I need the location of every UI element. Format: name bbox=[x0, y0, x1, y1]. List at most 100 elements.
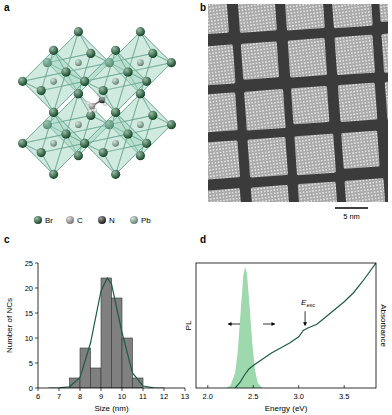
nanocrystals bbox=[208, 4, 388, 202]
pb-atom bbox=[50, 140, 57, 147]
legend-label: Pb bbox=[141, 216, 151, 225]
axis-line bbox=[38, 263, 39, 388]
y-tick-label: 20 bbox=[25, 284, 33, 293]
figure: aBrCNPbb5 nmc6789101112130510152025Size … bbox=[0, 0, 392, 415]
octahedron-face bbox=[85, 72, 128, 112]
octahedron-face bbox=[85, 81, 116, 112]
nanocrystal bbox=[208, 4, 229, 35]
x-tick bbox=[298, 385, 299, 388]
br-atom bbox=[18, 139, 27, 148]
x-tick-label: 13 bbox=[181, 392, 189, 401]
br-atom bbox=[111, 108, 120, 117]
plot-d bbox=[226, 263, 376, 388]
legend-label: N bbox=[109, 216, 115, 225]
br-atom bbox=[148, 111, 157, 120]
octahedron-face bbox=[23, 72, 66, 112]
br-atom bbox=[99, 86, 108, 95]
fit-line bbox=[49, 278, 165, 388]
x-tick-label: 7 bbox=[57, 392, 61, 401]
legend-swatch bbox=[130, 216, 138, 224]
br-atom bbox=[61, 67, 70, 76]
panel-label: b bbox=[200, 2, 206, 13]
y2-axis-label: Absorbance bbox=[379, 304, 388, 347]
scale-bar bbox=[335, 207, 368, 209]
br-atom bbox=[111, 46, 120, 55]
histogram-bar bbox=[122, 338, 133, 388]
br-atom bbox=[123, 129, 132, 138]
y-tick bbox=[35, 388, 38, 389]
crystal bbox=[18, 27, 176, 179]
y-tick bbox=[35, 313, 38, 314]
x-tick-label: 11 bbox=[139, 392, 147, 401]
legend-label: Br bbox=[45, 216, 53, 225]
br-atom bbox=[80, 139, 89, 148]
br-atom bbox=[61, 129, 70, 138]
x-tick-label: 3.5 bbox=[339, 392, 349, 401]
arrow-head bbox=[303, 322, 307, 326]
y-tick-label: 5 bbox=[29, 359, 33, 368]
nanocrystal bbox=[381, 31, 388, 73]
x-tick bbox=[164, 388, 165, 391]
br-atom bbox=[49, 108, 58, 117]
x-tick-label: 8 bbox=[78, 392, 82, 401]
br-atom bbox=[74, 27, 83, 36]
br-atom bbox=[37, 148, 46, 157]
br-atom bbox=[18, 77, 27, 86]
br-atom bbox=[61, 67, 70, 76]
y-tick bbox=[35, 363, 38, 364]
x-tick bbox=[207, 385, 208, 388]
nanocrystal bbox=[241, 41, 279, 79]
x-tick bbox=[38, 388, 39, 391]
histogram-bar bbox=[91, 368, 102, 388]
x-tick bbox=[253, 385, 254, 388]
br-atom bbox=[61, 129, 70, 138]
x-tick bbox=[80, 388, 81, 391]
c-atom bbox=[89, 103, 96, 110]
y-tick-label: 0 bbox=[29, 384, 33, 393]
pb-atom bbox=[75, 59, 82, 66]
br-atom bbox=[148, 49, 157, 58]
legend-label: C bbox=[77, 216, 83, 225]
octahedron-face bbox=[85, 143, 116, 174]
legend-swatch bbox=[66, 216, 74, 224]
br-atom bbox=[99, 148, 108, 157]
octahedron-face bbox=[23, 143, 54, 174]
plot-frame bbox=[196, 263, 376, 388]
plot-c bbox=[49, 278, 165, 388]
pb-atom bbox=[137, 121, 144, 128]
scale-bar-label: 5 nm bbox=[343, 212, 360, 221]
nanocrystal bbox=[331, 4, 373, 28]
br-atom bbox=[111, 108, 120, 117]
nanocrystal bbox=[338, 83, 377, 122]
annotation: Eexc bbox=[301, 298, 315, 308]
br-atom bbox=[167, 58, 176, 67]
br-atom bbox=[142, 77, 151, 86]
arrow-head bbox=[272, 322, 276, 326]
x-tick bbox=[101, 388, 102, 391]
h-atom bbox=[88, 109, 92, 113]
arrow-head bbox=[228, 322, 232, 326]
br-atom bbox=[123, 67, 132, 76]
pb-atom bbox=[112, 78, 119, 85]
x-tick bbox=[344, 385, 345, 388]
br-atom bbox=[123, 67, 132, 76]
br-atom bbox=[80, 139, 89, 148]
panel-label: c bbox=[4, 234, 10, 245]
br-atom bbox=[111, 170, 120, 179]
x-tick bbox=[59, 388, 60, 391]
x-tick-label: 2.0 bbox=[203, 392, 213, 401]
pb-atom bbox=[75, 121, 82, 128]
x-axis-label: Energy (eV) bbox=[265, 404, 308, 413]
histogram-bar bbox=[112, 298, 123, 388]
br-atom bbox=[136, 27, 145, 36]
nanocrystal bbox=[251, 185, 290, 202]
nanocrystal bbox=[244, 89, 286, 131]
nanocrystal bbox=[288, 38, 327, 77]
nanocrystal bbox=[335, 35, 376, 76]
br-atom bbox=[49, 108, 58, 117]
pb-atom bbox=[50, 78, 57, 85]
histogram-bar bbox=[80, 348, 91, 388]
y-tick bbox=[35, 263, 38, 264]
nanocrystal bbox=[208, 44, 235, 86]
y-tick-label: 25 bbox=[25, 259, 33, 268]
